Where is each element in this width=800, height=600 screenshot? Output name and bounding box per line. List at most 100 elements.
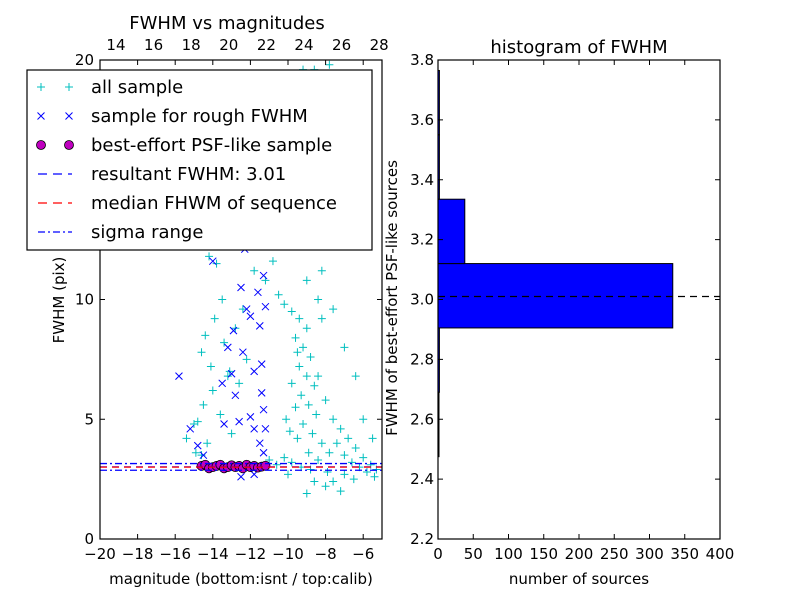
histogram-title: histogram of FWHM bbox=[490, 37, 667, 58]
all-sample-point bbox=[191, 448, 200, 457]
all-sample-point bbox=[344, 434, 353, 443]
histogram-bar bbox=[437, 198, 466, 265]
all-sample-point bbox=[197, 348, 206, 357]
all-sample-point bbox=[302, 372, 311, 381]
legend-label: all sample bbox=[91, 77, 183, 98]
all-sample-point bbox=[325, 448, 334, 457]
rough-fwhm-sample-point bbox=[255, 439, 264, 448]
plus-marker-icon bbox=[65, 83, 73, 91]
x-tick-label: −10 bbox=[272, 545, 304, 563]
all-sample-point bbox=[314, 372, 323, 381]
all-sample-point bbox=[203, 439, 212, 448]
rough-fwhm-sample-point bbox=[193, 441, 202, 450]
all-sample-point bbox=[216, 410, 225, 419]
all-sample-point bbox=[282, 415, 291, 424]
histogram-x-ticks: 0 50 100 150 200 250 300 350 400 bbox=[433, 60, 734, 563]
rough-fwhm-sample-point bbox=[259, 405, 268, 414]
all-sample-point bbox=[284, 470, 292, 479]
all-sample-point bbox=[340, 451, 349, 460]
all-sample-point bbox=[351, 443, 360, 452]
all-sample-point bbox=[182, 434, 191, 443]
plus-marker-icon bbox=[37, 83, 45, 91]
legend-item: all sample bbox=[37, 77, 183, 98]
rough-fwhm-sample-point bbox=[257, 360, 266, 369]
all-sample-point bbox=[362, 467, 371, 476]
y-tick-label: 3.8 bbox=[410, 51, 434, 69]
all-sample-point bbox=[304, 448, 313, 457]
rough-fwhm-sample-point bbox=[261, 302, 270, 311]
histogram-x-label: number of sources bbox=[509, 570, 649, 588]
histogram-panel: histogram of FWHM 0 50 100 150 200 250 300 350 4… bbox=[383, 37, 734, 588]
all-sample-point bbox=[304, 400, 313, 409]
x-tick-label: −18 bbox=[122, 545, 154, 563]
all-sample-point bbox=[299, 420, 308, 429]
scatter-legend: all sample sample for rough FWHM best-effo… bbox=[26, 69, 373, 251]
all-sample-point bbox=[349, 475, 358, 484]
x-marker-icon bbox=[37, 112, 45, 120]
all-sample-point bbox=[329, 415, 338, 424]
x-tick-label: 50 bbox=[464, 545, 483, 563]
all-sample-point bbox=[242, 355, 251, 364]
all-sample-point bbox=[212, 259, 221, 268]
all-sample-point bbox=[347, 458, 356, 467]
y-tick-label: 3.6 bbox=[410, 111, 434, 129]
y-tick-label: 2.2 bbox=[410, 530, 434, 548]
all-sample-point bbox=[312, 410, 321, 419]
all-sample-point bbox=[329, 477, 338, 486]
all-sample-point bbox=[287, 307, 296, 316]
all-sample-point bbox=[218, 295, 227, 304]
all-sample-point bbox=[351, 372, 360, 381]
all-sample-point bbox=[314, 455, 323, 464]
all-sample-point bbox=[321, 396, 330, 405]
all-sample-point bbox=[317, 266, 326, 275]
x-tick-label: −12 bbox=[235, 545, 267, 563]
x-tick-label: 250 bbox=[600, 545, 629, 563]
all-sample-point bbox=[199, 400, 208, 409]
x-marker-icon bbox=[65, 112, 73, 120]
scatter-hlines bbox=[100, 462, 382, 471]
scatter-y-ticks: 0 5 10 20 bbox=[75, 51, 382, 548]
circle-marker-icon bbox=[64, 140, 74, 150]
all-sample-point bbox=[235, 379, 244, 388]
scatter-x-label: magnitude (bottom:isnt / top:calib) bbox=[109, 570, 373, 588]
all-sample-point bbox=[329, 305, 338, 314]
y-tick-label: 20 bbox=[75, 51, 94, 69]
all-sample-point bbox=[297, 391, 306, 400]
all-sample-point bbox=[293, 434, 302, 443]
all-sample-point bbox=[287, 379, 296, 388]
legend-label: sample for rough FWHM bbox=[91, 106, 308, 127]
all-sample-point bbox=[238, 305, 247, 314]
all-sample-point bbox=[287, 458, 296, 467]
all-sample-point bbox=[359, 453, 368, 462]
all-sample-point bbox=[370, 472, 379, 481]
all-sample-point bbox=[210, 314, 219, 323]
all-sample-point bbox=[280, 300, 289, 309]
rough-fwhm-sample-point bbox=[242, 305, 251, 313]
top-x-tick-label: 16 bbox=[144, 36, 163, 54]
all-sample-point bbox=[314, 295, 323, 304]
all-sample-point bbox=[323, 467, 332, 476]
all-sample-point bbox=[280, 453, 289, 462]
rough-fwhm-sample-point bbox=[235, 417, 243, 426]
all-sample-point bbox=[302, 324, 311, 333]
all-sample-point bbox=[340, 343, 349, 352]
legend-item: sample for rough FWHM bbox=[37, 106, 308, 127]
all-sample-point bbox=[272, 460, 281, 469]
legend-item: best-effort PSF-like sample bbox=[36, 135, 332, 156]
all-sample-point bbox=[321, 482, 330, 491]
legend-item: median FHWM of sequence bbox=[38, 193, 337, 214]
all-sample-point bbox=[205, 252, 214, 261]
all-sample-point bbox=[291, 333, 300, 342]
x-tick-label: −6 bbox=[352, 545, 374, 563]
histogram-y-label: FWHM of best-effort PSF-like sources bbox=[383, 160, 401, 436]
x-tick-label: 150 bbox=[529, 545, 558, 563]
x-tick-label: 300 bbox=[635, 545, 664, 563]
x-tick-label: −14 bbox=[197, 545, 229, 563]
all-sample-point bbox=[208, 386, 217, 395]
all-sample-point bbox=[197, 451, 206, 460]
rough-fwhm-sample-point bbox=[259, 448, 268, 457]
x-tick-label: 200 bbox=[565, 545, 594, 563]
rough-fwhm-sample-point bbox=[220, 420, 228, 428]
y-tick-label: 3.4 bbox=[410, 171, 434, 189]
y-tick-label: 5 bbox=[84, 410, 94, 428]
